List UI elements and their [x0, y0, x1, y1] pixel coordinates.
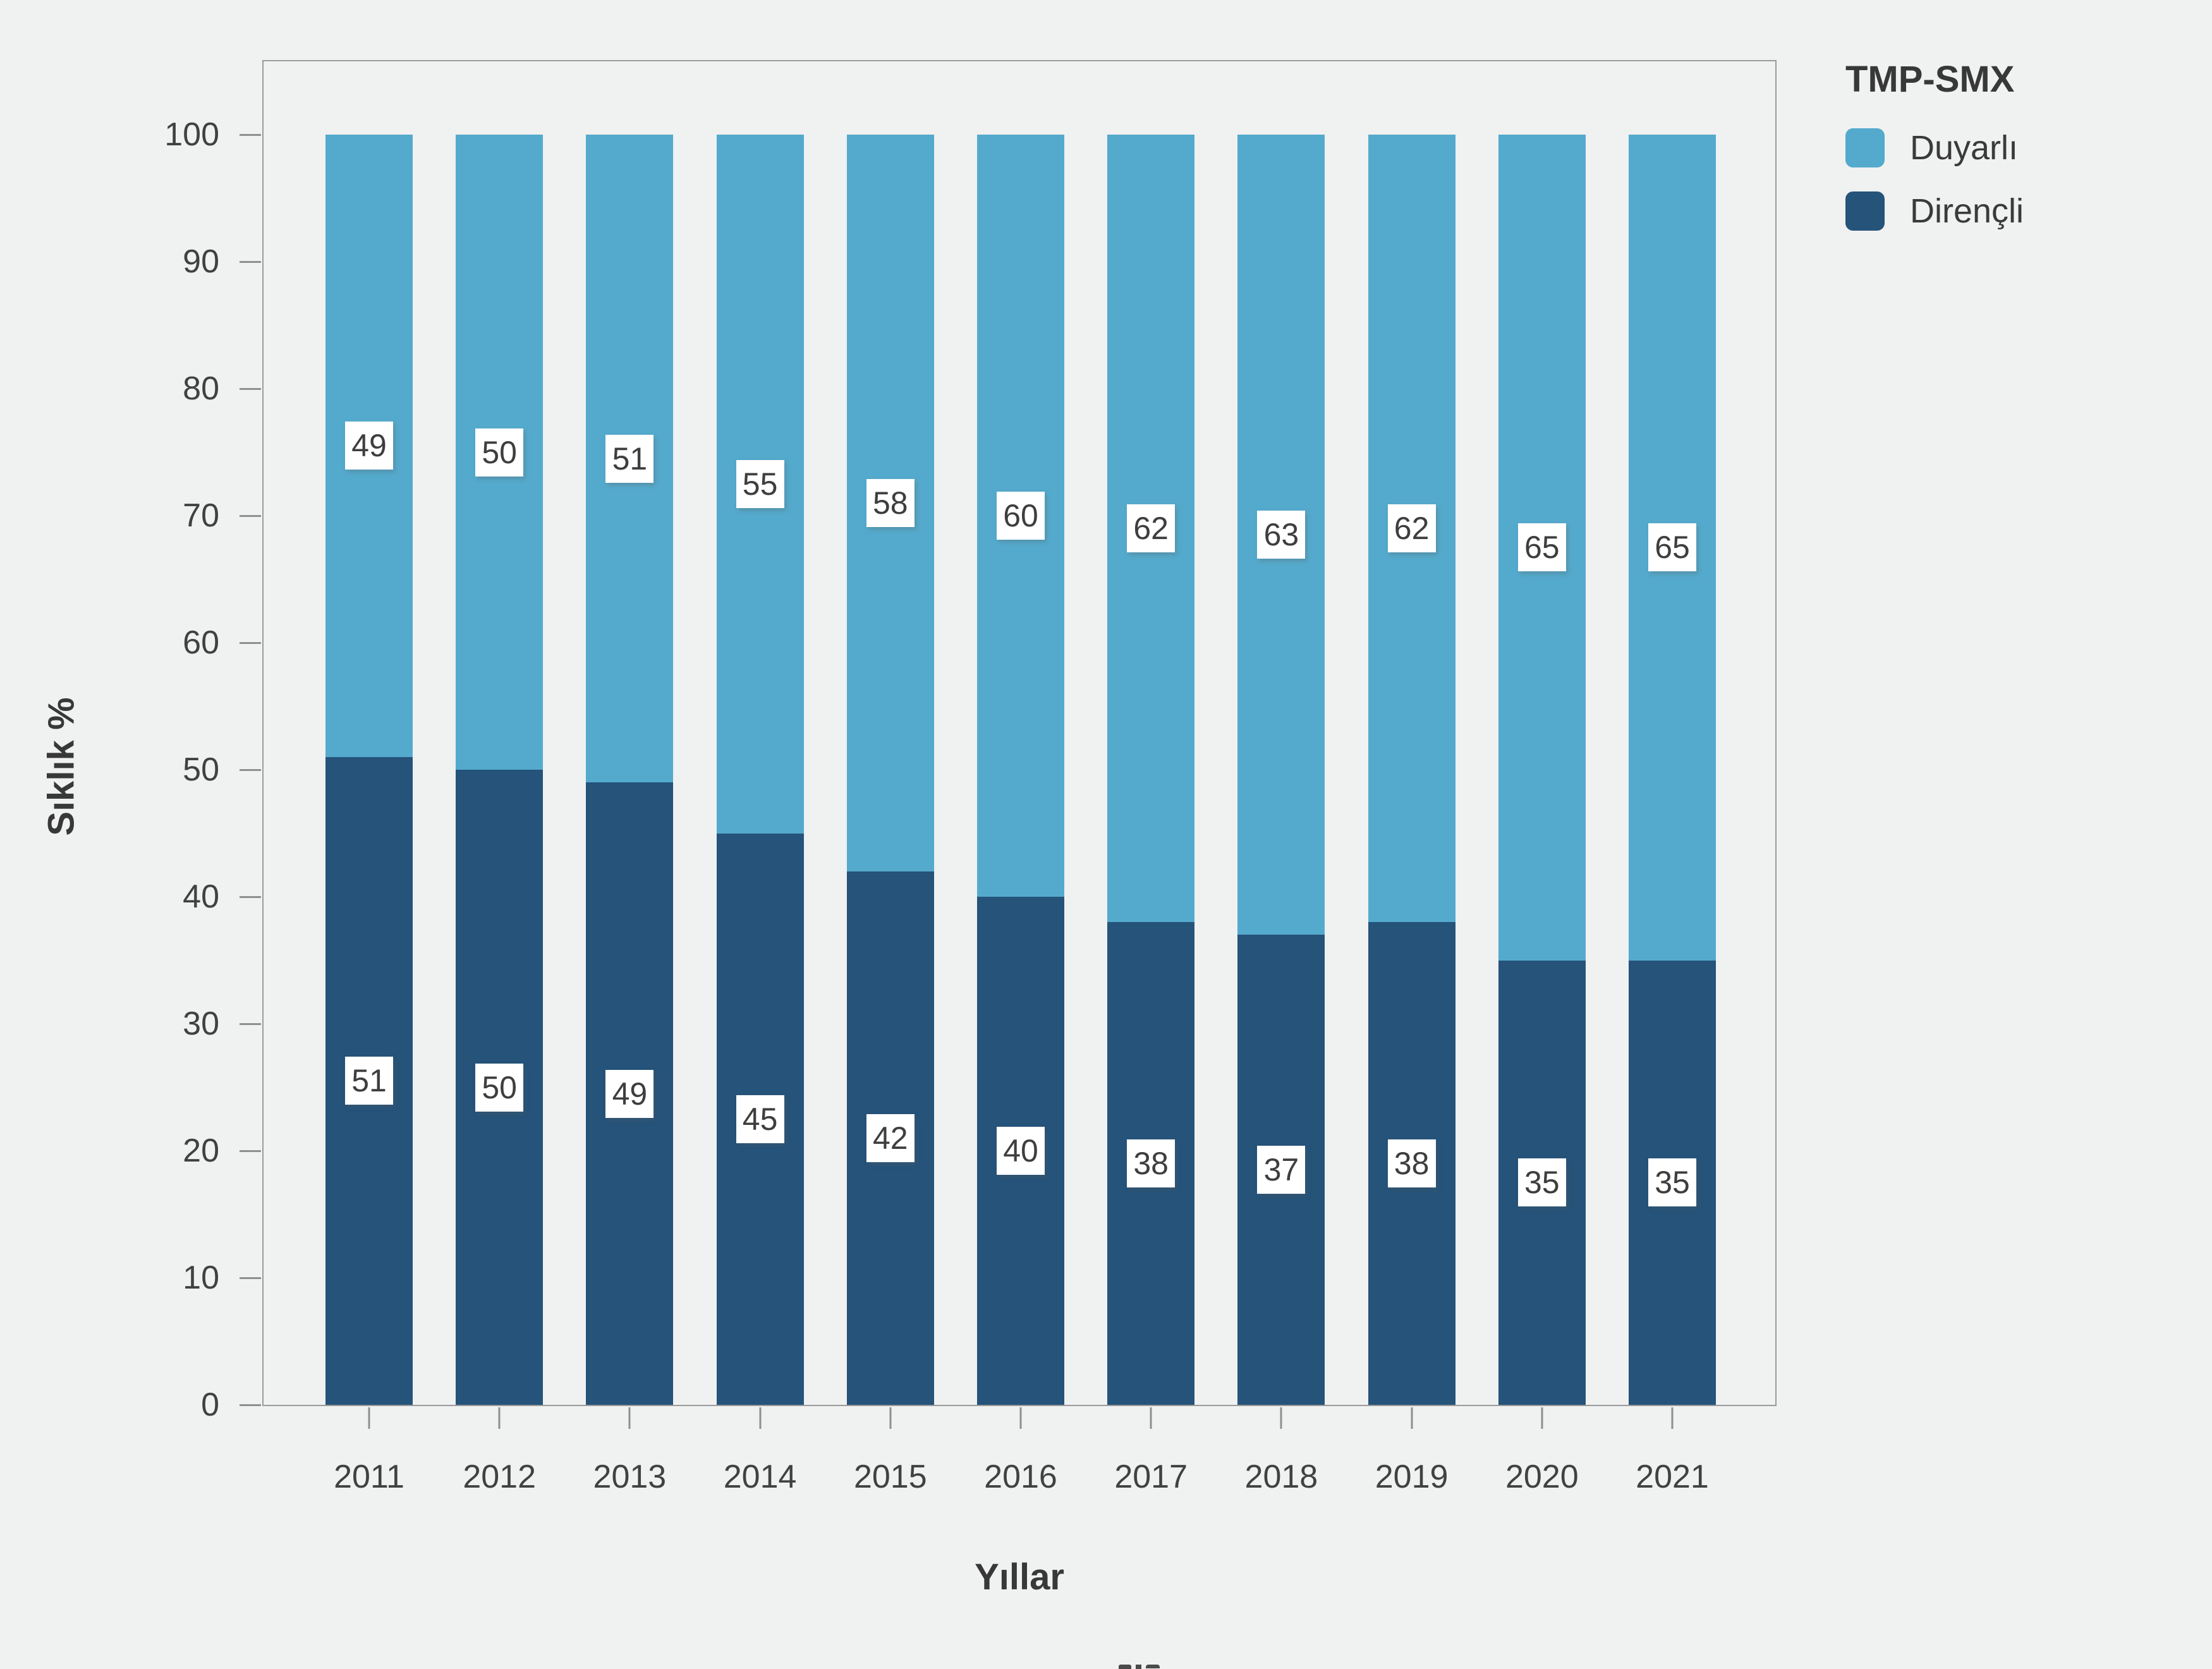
bar-group-2021: 35 65: [1629, 135, 1716, 1405]
bar-value-label-direncli: 50: [475, 1063, 524, 1112]
legend-item-dirençli: Dirençli: [1845, 191, 2024, 231]
y-axis-tick: [240, 514, 261, 517]
x-axis-tick-label: 2016: [984, 1459, 1057, 1495]
bar-value-label-direncli: 38: [1127, 1139, 1176, 1188]
x-axis-tick-label: 2020: [1505, 1459, 1579, 1495]
x-axis-tick-label: 2017: [1114, 1459, 1188, 1495]
y-axis-tick-label: 30: [183, 1005, 219, 1042]
bar-value-label-direncli: 37: [1257, 1146, 1306, 1194]
bar-value-label-duyarli: 58: [866, 478, 915, 527]
legend-item-label: Dirençli: [1910, 192, 2024, 230]
bar-group-2015: 42 58: [846, 135, 934, 1405]
x-axis-tick: [1541, 1407, 1543, 1429]
y-axis-tick: [240, 1277, 261, 1279]
bar-value-label-duyarli: 55: [736, 459, 784, 508]
x-axis-tick: [498, 1407, 501, 1429]
y-axis-tick: [240, 133, 261, 136]
bar-value-label-duyarli: 65: [1648, 523, 1696, 572]
bar-value-label-duyarli: 62: [1387, 504, 1436, 553]
bar-value-label-direncli: 42: [866, 1114, 915, 1162]
x-axis-tick-label: 2011: [334, 1459, 404, 1495]
y-axis-tick: [240, 895, 261, 898]
bar-value-label-duyarli: 65: [1517, 523, 1566, 572]
plot-panel: 0 10 20 30 40 50 60 70 80 90 100 2011 51 49 2012 50 50 20…: [164, 60, 1777, 1493]
y-axis-tick-label: 70: [183, 497, 219, 534]
legend-item-duyarlı: Duyarlı: [1845, 128, 2024, 167]
x-axis-tick: [1411, 1407, 1413, 1429]
x-axis-tick: [1671, 1407, 1674, 1429]
y-axis-tick: [240, 641, 261, 644]
bar-group-2017: 38 62: [1107, 135, 1195, 1405]
x-axis-tick: [628, 1407, 631, 1429]
legend-title: TMP-SMX: [1845, 59, 2015, 100]
y-axis-title: Sıklık %: [40, 697, 82, 836]
bar-group-2011: 51 49: [325, 135, 413, 1405]
legend: TMP-SMX Duyarlı Dirençli: [1845, 58, 2024, 255]
bar-value-label-direncli: 35: [1648, 1158, 1696, 1207]
clipped-caption-fragment: [1119, 1665, 1160, 1669]
bar-value-label-duyarli: 50: [475, 428, 524, 476]
x-axis-tick-label: 2014: [723, 1459, 797, 1495]
bar-value-label-duyarli: 51: [605, 434, 654, 483]
bar-group-2013: 49 51: [586, 135, 674, 1405]
x-axis-tick: [1019, 1407, 1022, 1429]
legend-swatch: [1845, 128, 1885, 167]
x-axis-title: Yıllar: [975, 1557, 1064, 1598]
x-axis-tick: [368, 1407, 370, 1429]
y-axis-tick: [240, 1023, 261, 1025]
bar-value-label-direncli: 49: [605, 1069, 654, 1118]
bar-value-label-direncli: 35: [1517, 1158, 1566, 1207]
legend-swatch: [1845, 191, 1885, 231]
legend-item-label: Duyarlı: [1910, 129, 2019, 167]
y-axis-tick-label: 100: [164, 116, 219, 153]
x-axis-tick-label: 2013: [593, 1459, 667, 1495]
bar-group-2019: 38 62: [1368, 135, 1455, 1405]
bar-value-label-direncli: 51: [345, 1057, 393, 1105]
x-axis-tick-label: 2015: [853, 1459, 927, 1495]
y-axis-tick: [240, 768, 261, 771]
x-axis-tick: [889, 1407, 892, 1429]
bar-group-2020: 35 65: [1498, 135, 1586, 1405]
y-axis-tick-label: 10: [183, 1259, 219, 1296]
bar-group-2018: 37 63: [1237, 135, 1325, 1405]
y-axis-tick: [240, 1150, 261, 1152]
bar-value-label-direncli: 38: [1387, 1139, 1436, 1188]
y-axis-tick-label: 50: [183, 751, 219, 788]
bar-value-label-duyarli: 62: [1127, 504, 1176, 553]
y-axis-tick: [240, 1404, 261, 1406]
bar-group-2016: 40 60: [977, 135, 1064, 1405]
y-axis-tick-label: 60: [183, 624, 219, 661]
y-axis-tick: [240, 387, 261, 390]
x-axis-tick-label: 2021: [1636, 1459, 1709, 1495]
x-axis-tick: [759, 1407, 762, 1429]
y-axis-tick-label: 20: [183, 1132, 219, 1169]
x-axis-tick: [1280, 1407, 1282, 1429]
bar-value-label-duyarli: 60: [997, 492, 1045, 540]
x-axis-tick: [1150, 1407, 1152, 1429]
y-axis-tick-label: 80: [183, 370, 219, 407]
y-axis-tick: [240, 260, 261, 263]
bar-group-2014: 45 55: [716, 135, 804, 1405]
bar-group-2012: 50 50: [456, 135, 544, 1405]
x-axis-tick-label: 2012: [463, 1459, 537, 1495]
y-axis-tick-label: 90: [183, 243, 219, 280]
bar-value-label-direncli: 40: [997, 1127, 1045, 1175]
bar-value-label-duyarli: 63: [1257, 511, 1306, 559]
y-axis-tick-label: 40: [183, 878, 219, 915]
bar-value-label-duyarli: 49: [345, 422, 393, 470]
x-axis-tick-label: 2018: [1244, 1459, 1318, 1495]
bar-value-label-direncli: 45: [736, 1095, 784, 1143]
y-axis-tick-label: 0: [201, 1387, 219, 1423]
x-axis-tick-label: 2019: [1375, 1459, 1449, 1495]
legend-items: Duyarlı Dirençli: [1845, 128, 2024, 231]
